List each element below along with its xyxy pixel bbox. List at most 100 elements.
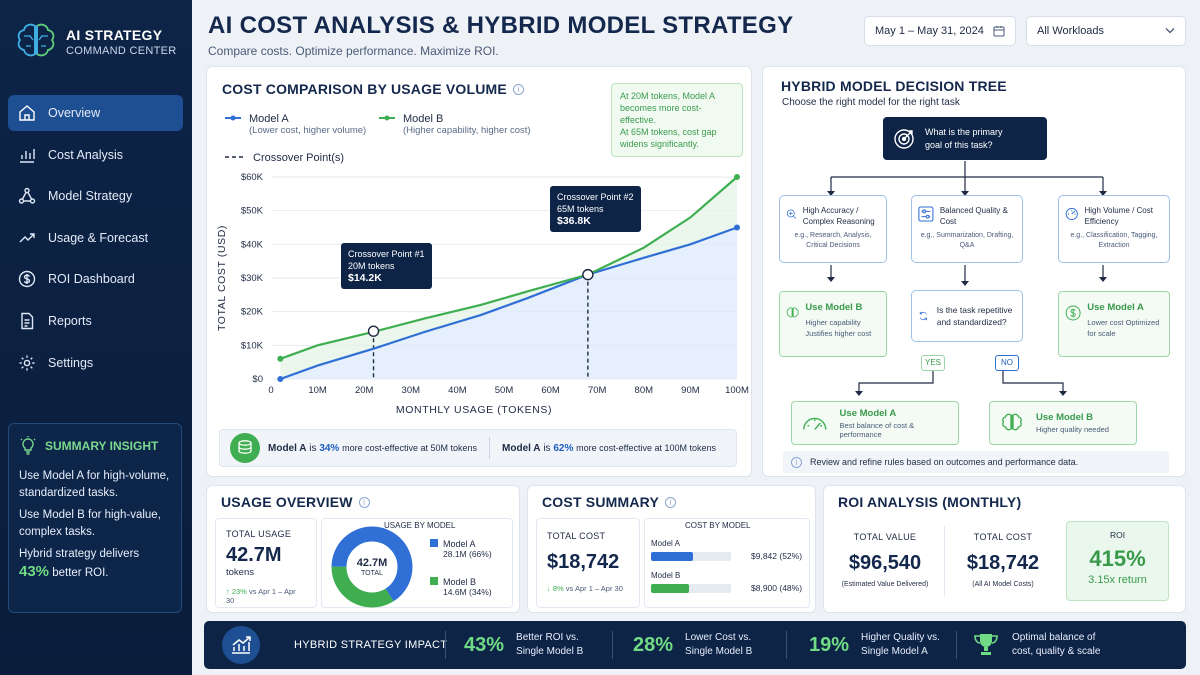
impact-desc: Higher Quality vs. Single Model A bbox=[861, 631, 940, 659]
impact-line: Single Model B bbox=[516, 646, 584, 657]
strip-model: Model A bbox=[502, 442, 541, 454]
model-a-area bbox=[280, 227, 737, 379]
decision-root-node[interactable]: What is the primary goal of this task? bbox=[883, 117, 1047, 160]
legend-value: 28.1M (66%) bbox=[443, 549, 492, 559]
roi-label: ROI bbox=[1109, 530, 1126, 540]
outcome-model-b-quality-card[interactable]: Use Model B Higher quality needed bbox=[989, 401, 1137, 445]
question-text: Is the task repetitive and standardized? bbox=[936, 305, 1013, 327]
roi-cost-sub: (All AI Model Costs) bbox=[972, 581, 1034, 588]
decision-tree-card: HYBRID MODEL DECISION TREE Choose the ri… bbox=[762, 66, 1186, 477]
summary-insight-panel: SUMMARY INSIGHT Use Model A for high-vol… bbox=[8, 423, 182, 613]
impact-desc: Lower Cost vs. Single Model B bbox=[685, 631, 752, 659]
coins-icon bbox=[230, 433, 260, 463]
outcome-sub: Best balance of cost & performance bbox=[839, 420, 915, 439]
strip-value: 34% bbox=[319, 442, 340, 454]
workload-select[interactable]: All Workloads bbox=[1026, 16, 1186, 46]
strip-model: Model A bbox=[268, 442, 307, 454]
outcome-model-b-card[interactable]: Use Model B Higher capability Justifies h… bbox=[779, 291, 887, 357]
usage-delta-tail: vs Apr 1 – Apr 30 bbox=[226, 587, 296, 605]
insight-text-1: Use Model A for high-volume, standardize… bbox=[19, 470, 170, 499]
tooltip-title: Crossover Point #1 bbox=[348, 249, 425, 259]
insight-roi-tail: better ROI. bbox=[52, 567, 109, 579]
info-icon[interactable]: i bbox=[665, 497, 676, 509]
x-tick-label: 100M bbox=[725, 385, 749, 396]
sidebar-item-reports[interactable]: Reports bbox=[8, 303, 183, 339]
brand[interactable]: AI STRATEGY COMMAND CENTER bbox=[14, 20, 177, 64]
donut-segment-model-b bbox=[331, 526, 413, 608]
outcome-model-a-card[interactable]: Use Model A Lower cost Optimized for scal… bbox=[1058, 291, 1170, 357]
workload-select-value: All Workloads bbox=[1037, 25, 1105, 37]
impact-pct: 43% bbox=[464, 633, 505, 656]
x-tick-label: 50M bbox=[495, 385, 514, 396]
cost-b-bar-track bbox=[651, 584, 731, 593]
callout-text: widens significantly. bbox=[620, 139, 699, 149]
crossover-callout: At 20M tokens, Model A becomes more cost… bbox=[611, 83, 743, 157]
sidebar-item-overview[interactable]: Overview bbox=[8, 95, 183, 131]
outcome-model-a-balance-card[interactable]: Use Model A Best balance of cost & perfor… bbox=[791, 401, 959, 445]
legend-value: 14.6M (34%) bbox=[443, 587, 492, 597]
usage-by-model-panel: USAGE BY MODEL 42.7M TOTAL Model A 28.1M… bbox=[321, 518, 513, 608]
page-subtitle: Compare costs. Optimize performance. Max… bbox=[208, 44, 499, 58]
sidebar-item-model-strategy[interactable]: Model Strategy bbox=[8, 178, 183, 214]
model-a-line bbox=[279, 226, 738, 381]
x-tick-label: 60M bbox=[541, 385, 560, 396]
sidebar-item-label: Overview bbox=[48, 106, 101, 120]
branch-sub: e.g., Classification, Tagging, Extractio… bbox=[1070, 232, 1158, 249]
branch-balanced[interactable]: Balanced Quality & Cost e.g., Summarizat… bbox=[911, 195, 1023, 263]
impact-divider bbox=[612, 631, 613, 659]
impact-line: cost, quality & scale bbox=[1012, 646, 1101, 657]
sidebar-item-roi-dashboard[interactable]: ROI Dashboard bbox=[8, 261, 183, 297]
strip-text: is bbox=[543, 442, 551, 454]
outcome-title: Use Model A bbox=[839, 407, 897, 419]
question-repetitive-node[interactable]: Is the task repetitive and standardized? bbox=[911, 290, 1023, 342]
decision-tree-connectors bbox=[827, 161, 1107, 396]
x-tick-label: 0 bbox=[268, 385, 273, 396]
trend-icon bbox=[19, 233, 35, 243]
strip-text: more cost-effective at 100M tokens bbox=[576, 442, 717, 453]
info-icon[interactable]: i bbox=[512, 84, 524, 96]
impact-label: HYBRID STRATEGY IMPACT bbox=[294, 639, 448, 651]
roi-cost: $18,742 bbox=[966, 552, 1040, 574]
cost-summary-title: COST SUMMARY bbox=[542, 494, 659, 510]
brain-search-icon bbox=[786, 209, 797, 219]
x-tick-label: 80M bbox=[635, 385, 654, 396]
usage-overview-card: USAGE OVERVIEW i TOTAL USAGE 42.7M tokens… bbox=[206, 485, 520, 613]
info-icon[interactable]: i bbox=[358, 497, 370, 509]
cost-b-value: $8,900 (48%) bbox=[751, 583, 803, 593]
sidebar-item-settings[interactable]: Settings bbox=[8, 345, 183, 381]
legend-crossover: Crossover Point(s) bbox=[225, 152, 344, 164]
impact-pct: 28% bbox=[633, 633, 674, 656]
strip-text: more cost-effective at 50M tokens bbox=[342, 442, 478, 453]
date-range-picker[interactable]: May 1 – May 31, 2024 bbox=[864, 16, 1016, 46]
refresh-icon bbox=[919, 311, 927, 321]
sidebar: AI STRATEGY COMMAND CENTER Overview Cost… bbox=[0, 0, 192, 675]
strip-2: Model A is 62% more cost-effective at 10… bbox=[502, 443, 716, 454]
branch-title: High Accuracy / Complex Reasoning bbox=[802, 206, 875, 226]
legend-dashed-line-icon bbox=[225, 156, 245, 158]
cost-a-name: Model A bbox=[651, 539, 680, 548]
dollar-circle-icon bbox=[1065, 305, 1081, 321]
cost-a-bar bbox=[651, 552, 693, 561]
sidebar-item-usage-forecast[interactable]: Usage & Forecast bbox=[8, 220, 183, 256]
sidebar-item-cost-analysis[interactable]: Cost Analysis bbox=[8, 137, 183, 173]
branch-high-volume[interactable]: High Volume / Cost Efficiency e.g., Clas… bbox=[1058, 195, 1170, 263]
legend-line-blue-icon bbox=[225, 115, 241, 121]
y-tick-label: $50K bbox=[241, 206, 264, 217]
branch-title: High Volume / Cost Efficiency bbox=[1084, 206, 1153, 226]
total-cost-panel: TOTAL COST $18,742 ↓ 8% vs Apr 1 – Apr 3… bbox=[536, 518, 640, 608]
usage-legend-a: Model A 28.1M (66%) bbox=[430, 539, 492, 559]
brand-title: AI STRATEGY bbox=[66, 27, 163, 43]
branch-high-accuracy[interactable]: High Accuracy / Complex Reasoning e.g., … bbox=[779, 195, 887, 263]
callout-model: Model A bbox=[682, 91, 716, 101]
donut-center-label: TOTAL bbox=[361, 570, 383, 577]
y-tick-label: $20K bbox=[241, 307, 264, 318]
outcome-title: Use Model B bbox=[805, 302, 863, 313]
sidebar-item-label: Model Strategy bbox=[48, 189, 133, 204]
growth-chart-icon bbox=[222, 626, 260, 664]
legend-swatch-green bbox=[430, 577, 438, 585]
total-usage-unit: tokens bbox=[226, 567, 254, 578]
usage-overview-title: USAGE OVERVIEW bbox=[221, 494, 353, 510]
cost-comparison-card: COST COMPARISON BY USAGE VOLUME i Model A… bbox=[206, 66, 752, 477]
cost-a-bar-track bbox=[651, 552, 731, 561]
impact-line: Single Model A bbox=[861, 646, 928, 657]
